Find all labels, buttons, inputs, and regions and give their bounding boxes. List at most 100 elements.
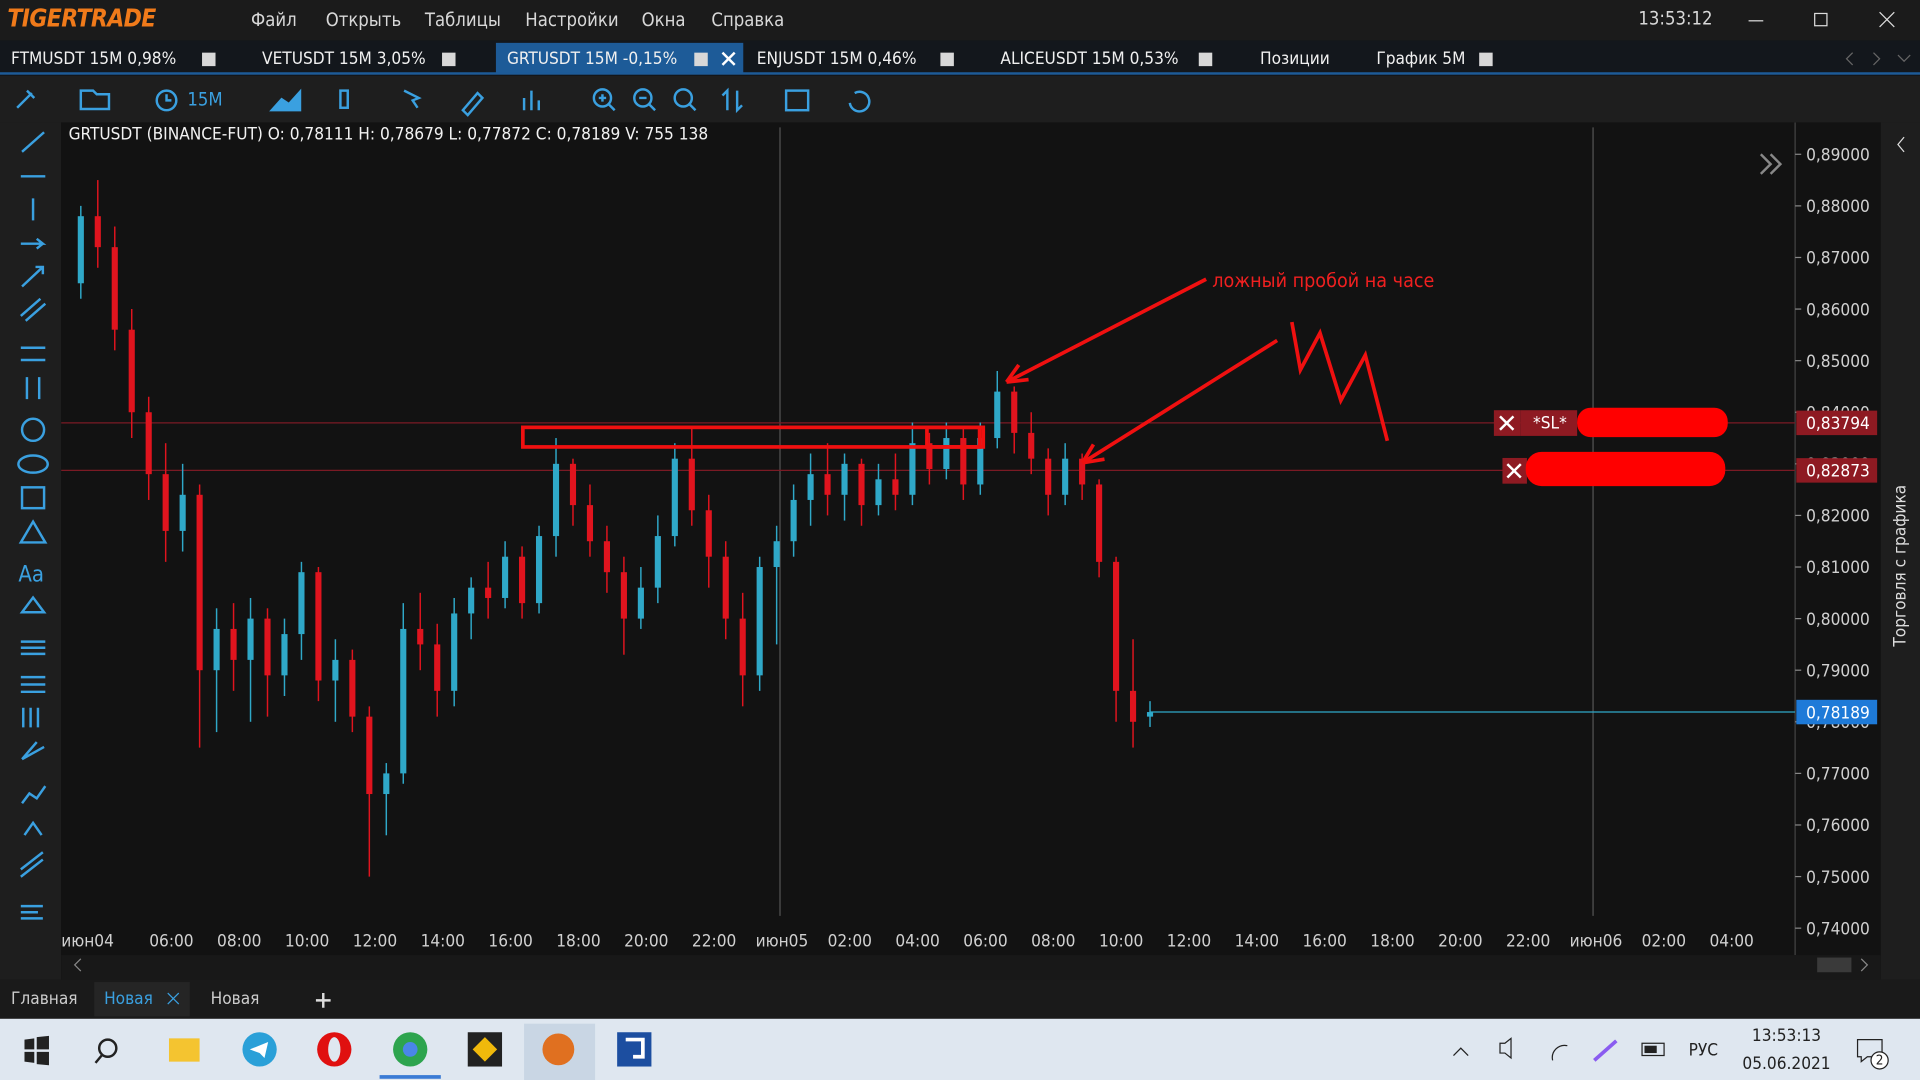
candle-body bbox=[196, 494, 203, 671]
candle-body bbox=[519, 556, 526, 604]
candle-body bbox=[94, 216, 101, 248]
candle-body bbox=[858, 463, 865, 506]
chart-area bbox=[61, 122, 1881, 980]
candle-body bbox=[332, 659, 339, 681]
candle-body bbox=[960, 438, 967, 485]
candle-body bbox=[230, 628, 237, 660]
candle-body bbox=[1028, 432, 1035, 459]
user-drawings bbox=[521, 277, 1390, 465]
candle-body bbox=[77, 216, 84, 284]
time-tick-label: 04:00 bbox=[1709, 932, 1753, 952]
tab-color-box[interactable] bbox=[1198, 52, 1213, 67]
tab-color-box[interactable] bbox=[442, 52, 456, 67]
tab-close[interactable] bbox=[721, 51, 736, 66]
time-tick-label: 20:00 bbox=[1438, 932, 1482, 952]
tab-label[interactable]: FTMUSDT 15M 0,98% bbox=[11, 49, 176, 69]
time-tick-label: 12:00 bbox=[353, 932, 397, 952]
add-tab[interactable] bbox=[315, 993, 331, 1008]
candle-body bbox=[383, 773, 390, 795]
toolbar bbox=[0, 75, 1920, 123]
toolbar-icons bbox=[16, 87, 871, 117]
time-tick-label: 06:00 bbox=[963, 932, 1007, 952]
candle-body bbox=[892, 479, 899, 495]
candle-body bbox=[468, 587, 475, 614]
sl-tag[interactable] bbox=[1520, 410, 1578, 436]
candle-body bbox=[739, 618, 746, 676]
scrollbar[interactable] bbox=[61, 955, 1881, 980]
candle-body bbox=[1096, 484, 1103, 562]
price-tick-label: 0,75000 bbox=[1806, 868, 1870, 888]
candle-body bbox=[451, 613, 458, 691]
tab-color-box[interactable] bbox=[940, 52, 954, 67]
annotation: ложный пробой на часе bbox=[1212, 269, 1434, 292]
expand-panel[interactable] bbox=[1759, 153, 1783, 175]
scroll-thumb[interactable] bbox=[1817, 957, 1852, 973]
order-close-icon[interactable] bbox=[1499, 415, 1515, 431]
candle-body bbox=[807, 474, 814, 500]
candle-body bbox=[1113, 561, 1120, 691]
restore[interactable] bbox=[1814, 12, 1828, 27]
left-tools bbox=[17, 131, 49, 920]
tab-color-box[interactable] bbox=[202, 52, 216, 67]
tab-label[interactable]: Позиции bbox=[1260, 49, 1330, 69]
tab-close[interactable] bbox=[167, 992, 180, 1005]
tab-color-box[interactable] bbox=[694, 52, 708, 67]
menu-item[interactable]: Настройки bbox=[525, 10, 618, 31]
time-tick-label: июн04 bbox=[61, 932, 114, 952]
redacted bbox=[1577, 407, 1728, 438]
candle-body bbox=[569, 463, 577, 506]
time-tick-label: 16:00 bbox=[1302, 932, 1346, 952]
side-panel-toggle[interactable] bbox=[1897, 136, 1905, 153]
candle-body bbox=[1146, 712, 1154, 717]
tab-label[interactable]: График 5M bbox=[1376, 49, 1465, 69]
price-tick-label: 0,77000 bbox=[1806, 765, 1870, 785]
price-tick-label: 0,87000 bbox=[1806, 249, 1870, 269]
menu-item[interactable]: Справка bbox=[711, 10, 784, 31]
bottom-tab[interactable]: Новая bbox=[104, 989, 153, 1009]
price-level-tag bbox=[1796, 410, 1878, 436]
side-panel-title[interactable]: Торговля с графика bbox=[1890, 485, 1910, 648]
title-bar bbox=[0, 0, 1920, 41]
candle-body bbox=[315, 572, 322, 681]
tray-time[interactable]: 13:53:13 bbox=[1752, 1026, 1821, 1046]
candle-body bbox=[535, 536, 543, 604]
candle-body bbox=[603, 541, 610, 573]
tab-label[interactable]: VETUSDT 15M 3,05% bbox=[262, 49, 426, 69]
tab-label[interactable]: ENJUSDT 15M 0,46% bbox=[757, 49, 917, 69]
tab-color-box[interactable] bbox=[1479, 52, 1493, 67]
order-close-icon[interactable] bbox=[1506, 463, 1522, 479]
menu-item[interactable]: Таблицы bbox=[424, 10, 501, 31]
tab-scroll[interactable] bbox=[1845, 52, 1911, 66]
menu-item[interactable]: Окна bbox=[642, 10, 686, 31]
timeframe[interactable]: 15M bbox=[187, 89, 222, 110]
candle-body bbox=[502, 556, 509, 598]
time-tick-label: 10:00 bbox=[1099, 932, 1143, 952]
candle-body bbox=[162, 474, 169, 531]
tab-label[interactable]: ALICEUSDT 15M 0,53% bbox=[1000, 49, 1178, 69]
time-tick-label: 02:00 bbox=[1642, 932, 1686, 952]
candle-body bbox=[722, 556, 729, 619]
scroll-arrows[interactable] bbox=[73, 958, 1869, 972]
menu-item[interactable]: Открыть bbox=[326, 10, 401, 31]
candle-body bbox=[417, 628, 424, 645]
close[interactable] bbox=[1879, 11, 1895, 28]
candle-body bbox=[977, 438, 984, 485]
candle-body bbox=[128, 329, 135, 413]
candle-body bbox=[875, 479, 882, 506]
candle-body bbox=[756, 567, 763, 676]
candle-body bbox=[671, 458, 678, 537]
tray-date[interactable]: 05.06.2021 bbox=[1742, 1054, 1830, 1074]
bottom-tab[interactable]: Новая bbox=[211, 989, 260, 1009]
menu-item[interactable]: Файл bbox=[251, 10, 297, 31]
price-tick-label: 0,86000 bbox=[1806, 300, 1870, 320]
candle-body bbox=[213, 628, 220, 671]
candle-body bbox=[909, 443, 916, 495]
candle-body bbox=[1062, 458, 1069, 495]
tab-label[interactable]: GRTUSDT 15M -0,15% bbox=[507, 49, 677, 69]
candle-body bbox=[773, 541, 780, 568]
text-tool[interactable]: Aa bbox=[18, 563, 44, 588]
bottom-tab[interactable]: Главная bbox=[11, 989, 78, 1009]
language[interactable]: РУС bbox=[1689, 1041, 1718, 1061]
bottom-tab-bar bbox=[0, 979, 1920, 1019]
